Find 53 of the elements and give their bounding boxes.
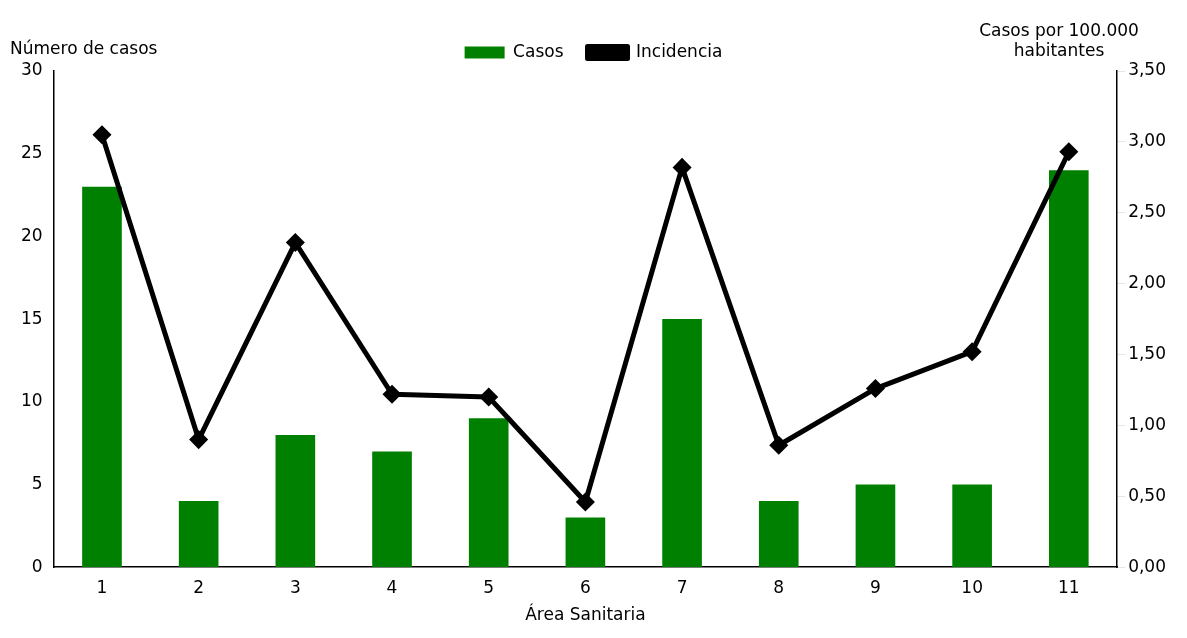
y2-tick-label: 0,00: [1128, 555, 1167, 576]
y2-tick-label: 3,00: [1128, 130, 1167, 151]
y2-tick-label: 2,50: [1128, 201, 1167, 222]
y2-tick-label: 3,50: [1128, 59, 1167, 80]
legend-label: Casos: [513, 40, 564, 61]
point: [963, 343, 981, 361]
bar: [758, 501, 799, 568]
point: [383, 385, 401, 403]
y2-tick-label: 2,00: [1128, 272, 1167, 293]
y2-tick-label: 0,50: [1128, 484, 1167, 505]
bar: [1048, 170, 1089, 568]
x-tick-label: 6: [579, 576, 591, 597]
point: [673, 158, 691, 176]
x-tick-label: 10: [961, 576, 983, 597]
bar: [275, 434, 316, 568]
x-axis-title: Área Sanitaria: [525, 603, 646, 625]
point: [93, 126, 111, 144]
x-tick-label: 3: [289, 576, 301, 597]
point: [286, 234, 304, 252]
bar: [565, 517, 606, 568]
y-tick-label: 0: [31, 555, 43, 576]
x-tick-label: 1: [96, 576, 108, 597]
x-tick-label: 9: [870, 576, 881, 597]
point: [1060, 143, 1078, 161]
y-tick-label: 30: [20, 59, 43, 80]
y2-tick-label: 1,00: [1128, 413, 1167, 434]
bar: [468, 418, 509, 568]
legend-label: Incidencia: [636, 40, 723, 61]
x-tick-label: 11: [1057, 576, 1080, 597]
point: [190, 431, 208, 449]
point: [866, 380, 884, 398]
x-tick-label: 4: [386, 576, 398, 597]
bar: [855, 484, 896, 568]
y2-axis-title: Casos por 100.000 habitantes: [978, 20, 1140, 60]
bar: [952, 484, 992, 568]
x-tick-label: 7: [676, 576, 688, 597]
x-tick-label: 2: [193, 576, 205, 597]
y2-tick-label: 1,50: [1128, 342, 1167, 363]
y-tick-label: 20: [20, 224, 43, 245]
bar: [372, 451, 412, 568]
y-tick-label: 5: [31, 472, 43, 493]
bar: [662, 319, 702, 568]
y-tick-label: 15: [20, 307, 43, 328]
bar: [82, 186, 122, 568]
y-tick-label: 25: [20, 142, 43, 163]
point: [770, 436, 788, 454]
point: [576, 493, 594, 511]
x-tick-label: 5: [483, 576, 495, 597]
y-axis-title: Número de casos: [10, 38, 158, 58]
x-tick-label: 8: [773, 576, 785, 597]
point: [480, 388, 498, 406]
y-tick-label: 10: [20, 390, 43, 411]
bar: [178, 501, 219, 568]
